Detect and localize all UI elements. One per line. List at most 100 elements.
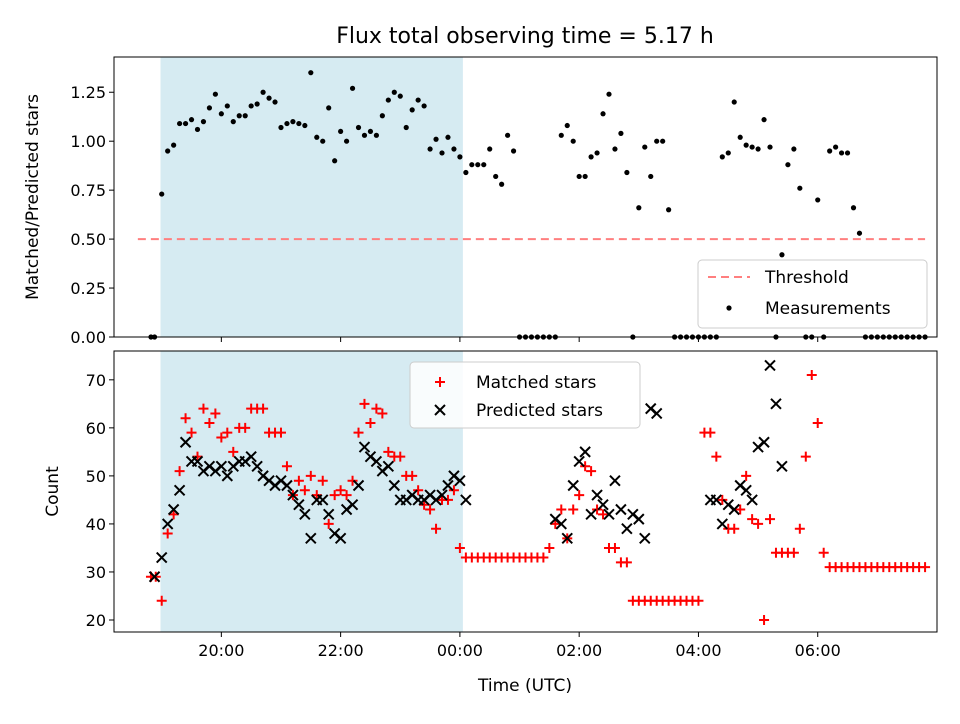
matched-star-point — [717, 494, 728, 505]
measurement-point — [856, 230, 863, 236]
ratio-panel: 0.00 0.25 0.50 0.75 1.00 1.25 Matched/Predicte… — [23, 56, 938, 347]
measurement-point — [510, 148, 517, 154]
measurement-point — [833, 144, 839, 150]
measurement-point — [618, 130, 624, 136]
matched-star-point — [377, 408, 388, 419]
x-tick-label: 04:00 — [675, 641, 721, 660]
matched-star-point — [788, 547, 799, 558]
predicted-star-point — [561, 532, 573, 545]
measurement-point — [296, 120, 302, 127]
matched-star-point — [550, 518, 561, 529]
legend-predicted-swatch — [434, 404, 446, 416]
measurement-point — [582, 173, 588, 180]
measurement-point — [767, 144, 773, 150]
measurement-point — [284, 120, 290, 127]
matched-star-point — [568, 504, 579, 515]
matched-star-point — [186, 427, 197, 438]
axes-frame — [113, 56, 938, 338]
axes-frame — [113, 350, 938, 633]
matched-star-point — [538, 552, 549, 563]
matched-star-point — [359, 398, 370, 409]
matched-star-point — [228, 446, 239, 457]
matched-star-point — [365, 418, 376, 429]
y-tick-label: 20 — [86, 611, 106, 630]
measurement-point — [182, 120, 189, 127]
measurement-point — [427, 146, 433, 152]
matched-star-point — [341, 490, 352, 501]
predicted-star-point — [555, 518, 567, 530]
y-tick-label: 60 — [86, 419, 106, 438]
measurement-point — [570, 138, 576, 144]
predicted-star-point — [460, 494, 472, 506]
matched-star-point — [592, 504, 603, 515]
measurement-point — [218, 111, 224, 117]
predicted-star-point — [758, 436, 770, 448]
matched-star-point — [741, 470, 752, 481]
matched-star-point — [920, 562, 931, 573]
y-tick-label: 0.25 — [70, 279, 106, 298]
measurement-point — [373, 132, 380, 138]
legend-label: Matched stars — [476, 373, 596, 393]
x-tick-label: 20:00 — [198, 641, 244, 660]
predicted-star-point — [161, 518, 174, 530]
measurement-point — [499, 181, 505, 187]
matched-star-point — [305, 470, 316, 481]
predicted-star-point — [388, 479, 401, 492]
matched-star-point — [454, 542, 465, 553]
measurement-point — [827, 148, 833, 154]
matched-star-point — [347, 475, 358, 486]
predicted-star-point — [770, 398, 782, 410]
measurement-point — [361, 132, 368, 138]
predicted-star-point — [156, 551, 168, 564]
matched-star-point — [759, 614, 770, 625]
matched-star-point — [729, 523, 740, 534]
matched-star-point — [442, 494, 453, 505]
measurement-point — [159, 191, 165, 197]
matched-star-point — [192, 451, 203, 462]
x-tick-label: 00:00 — [437, 641, 483, 660]
legend-matched-swatch — [435, 377, 445, 387]
count-panel: 20 30 40 50 60 70 20:00 22:00 00:00 02:00 04:00 06:… — [43, 350, 938, 660]
predicted-star-point — [603, 508, 615, 521]
matched-star-point — [281, 461, 292, 472]
measurement-point — [302, 122, 308, 129]
y-tick-label: 50 — [86, 467, 106, 486]
x-tick-label: 22:00 — [318, 641, 364, 660]
measurement-point — [230, 119, 236, 125]
measurement-point — [194, 126, 201, 133]
matched-star-point — [586, 466, 597, 477]
measurement-point — [731, 99, 737, 105]
matched-star-point — [556, 504, 567, 515]
measurement-point — [224, 103, 230, 109]
predicted-star-point — [382, 460, 395, 472]
measurement-point — [737, 134, 743, 140]
predicted-star-point — [454, 474, 466, 487]
measurement-point — [838, 150, 845, 156]
matched-star-point — [711, 451, 722, 462]
measurement-point — [779, 252, 785, 258]
matched-star-point — [574, 490, 585, 501]
matched-star-point — [180, 413, 191, 424]
measurement-point — [236, 113, 242, 119]
measurement-point — [654, 138, 660, 144]
measurement-point — [165, 148, 171, 154]
chart-title: Flux total observing time = 5.17 h — [336, 24, 714, 49]
measurement-point — [433, 136, 439, 142]
measurement-point — [660, 138, 666, 144]
matched-star-point — [448, 485, 459, 496]
measurement-point — [588, 154, 594, 160]
measurement-point — [648, 173, 654, 180]
matched-star-point — [335, 485, 346, 496]
predicted-star-point — [370, 455, 383, 468]
predicted-star-point — [245, 450, 257, 463]
matched-star-point — [323, 518, 334, 529]
predicted-star-point — [167, 503, 180, 516]
y-tick-label: 1.25 — [70, 83, 106, 102]
predicted-star-point — [436, 489, 448, 501]
y-tick-label: 70 — [86, 371, 106, 390]
measurement-point — [761, 117, 767, 123]
matched-star-point — [806, 370, 817, 381]
measurement-point — [242, 113, 248, 119]
measurement-point — [475, 162, 481, 168]
measurement-point — [469, 162, 475, 168]
